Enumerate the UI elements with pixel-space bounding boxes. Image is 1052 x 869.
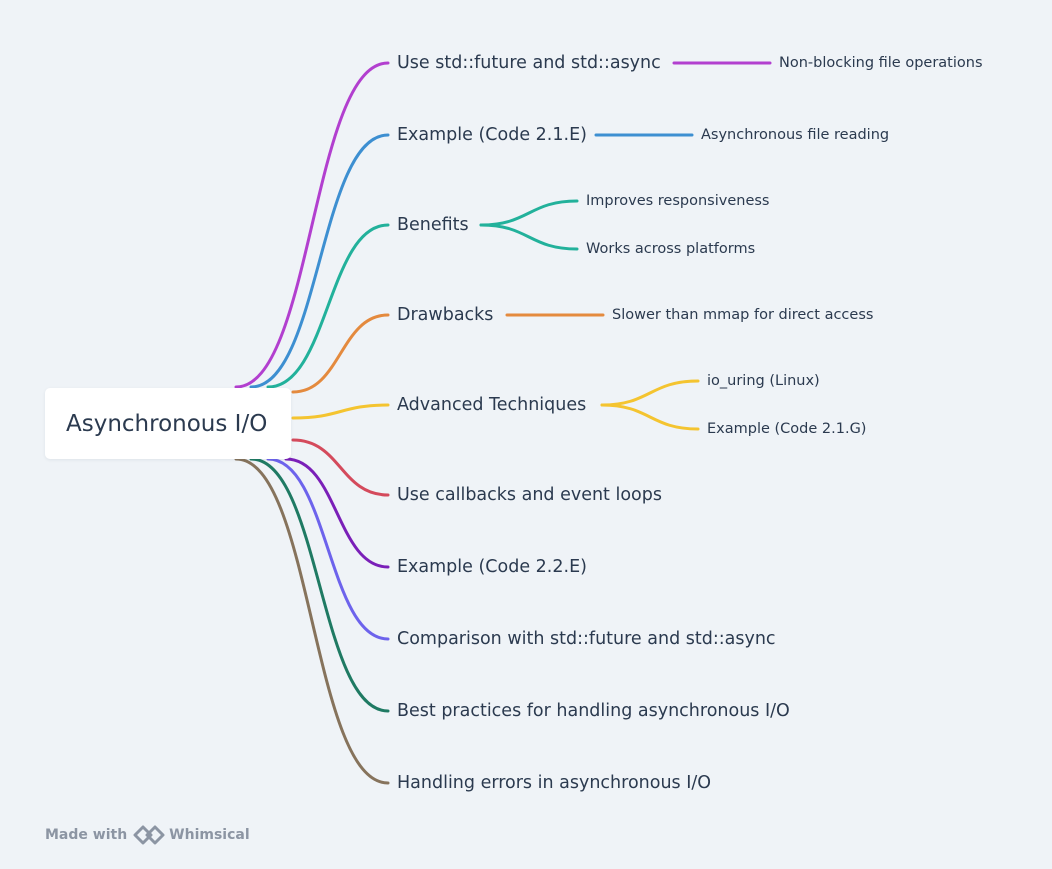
branch-3-child-2-connector (479, 223, 579, 251)
branch-9-label[interactable]: Best practices for handling asynchronous… (397, 701, 790, 721)
branch-5-label[interactable]: Advanced Techniques (397, 395, 587, 415)
branch-6-label[interactable]: Use callbacks and event loops (397, 485, 662, 505)
branch-3-label[interactable]: Benefits (397, 215, 469, 235)
branch-4-child-1-label[interactable]: Slower than mmap for direct access (612, 307, 874, 323)
branch-2-child-1-label[interactable]: Asynchronous file reading (701, 127, 890, 143)
whimsical-logo-icon (133, 823, 167, 847)
root-to-branch-9-connector (249, 457, 390, 713)
branch-3-child-1-connector (479, 199, 579, 227)
branch-1-child-1-label[interactable]: Non-blocking file operations (779, 55, 983, 71)
root-to-branch-10-connector (234, 457, 390, 785)
root-to-branch-1-connector (234, 61, 390, 389)
root-to-branch-2-connector (249, 133, 390, 389)
whimsical-brand-label: Whimsical (169, 827, 250, 843)
root-to-branch-6-connector (291, 438, 390, 497)
branch-3-child-1-label[interactable]: Improves responsiveness (586, 193, 770, 209)
branch-5-child-2-connector (600, 403, 700, 431)
root-to-branch-5-connector (291, 403, 390, 420)
root-to-branch-8-connector (266, 457, 390, 641)
root-to-branch-3-connector (266, 223, 390, 389)
root-to-branch-7-connector (284, 457, 390, 569)
made-with-label: Made with (45, 827, 128, 843)
branch-5-child-2-label[interactable]: Example (Code 2.1.G) (707, 421, 867, 437)
branch-10-label[interactable]: Handling errors in asynchronous I/O (397, 773, 712, 793)
branch-3-child-2-label[interactable]: Works across platforms (586, 241, 756, 257)
branch-5-child-1-label[interactable]: io_uring (Linux) (707, 373, 820, 389)
branch-8-label[interactable]: Comparison with std::future and std::asy… (397, 629, 776, 649)
branch-5-child-1-connector (600, 379, 700, 407)
branch-7-label[interactable]: Example (Code 2.2.E) (397, 557, 587, 577)
branch-2-label[interactable]: Example (Code 2.1.E) (397, 125, 587, 145)
branch-4-label[interactable]: Drawbacks (397, 305, 494, 325)
root-to-branch-4-connector (291, 313, 390, 394)
root-node[interactable]: Asynchronous I/O (45, 388, 291, 459)
made-with-whimsical-badge[interactable]: Made with Whimsical (45, 823, 250, 847)
root-label: Asynchronous I/O (66, 410, 268, 437)
branch-1-label[interactable]: Use std::future and std::async (397, 53, 661, 73)
